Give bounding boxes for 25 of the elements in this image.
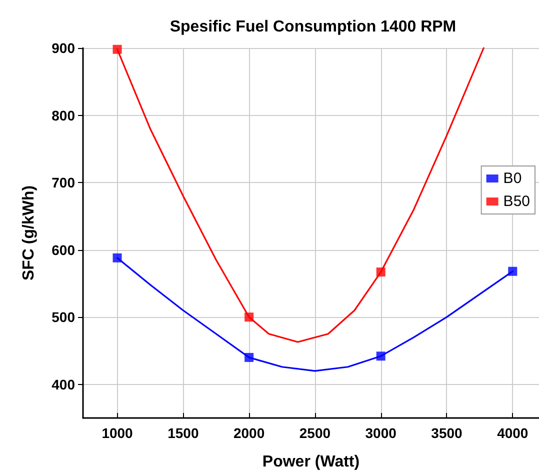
x-tick-label: 1500 [168, 425, 199, 441]
x-tick-label: 3500 [431, 425, 463, 441]
y-tick-label: 500 [52, 309, 76, 326]
y-tick-label: 400 [52, 376, 76, 392]
x-tick-label: 1000 [102, 425, 134, 441]
x-axis-title: Power (Watt) [262, 454, 360, 470]
point [244, 352, 254, 362]
x-tick-label: 2500 [299, 425, 331, 441]
x-tick-label: 3000 [365, 425, 397, 441]
point [244, 312, 254, 322]
point [508, 266, 518, 276]
x-tick-label: 2000 [233, 425, 265, 441]
chart-title: Spesific Fuel Consumption 1400 RPM [170, 18, 456, 36]
point [112, 253, 122, 262]
y-tick-label: 600 [52, 242, 76, 258]
y-tick-label: 800 [52, 107, 76, 124]
legend-label: B50 [503, 193, 530, 210]
y-tick-label: 700 [52, 174, 76, 191]
legend-label: B0 [503, 170, 522, 187]
point [112, 44, 122, 54]
point [376, 268, 386, 277]
x-tick-label: 4000 [497, 425, 528, 441]
point [376, 352, 386, 361]
y-axis-title: SFC (g/kWh) [20, 185, 38, 281]
y-tick-label: 900 [52, 40, 76, 56]
